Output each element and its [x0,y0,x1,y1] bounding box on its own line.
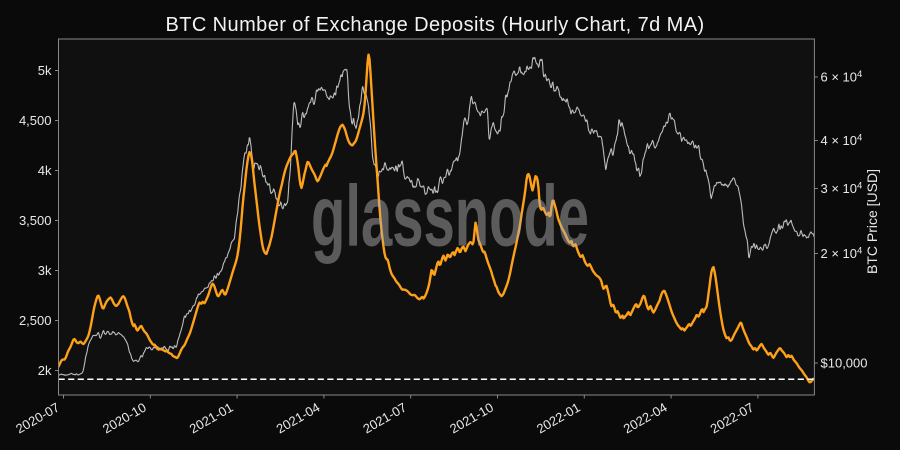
svg-text:2 × 104: 2 × 104 [821,246,863,262]
svg-text:6 × 104: 6 × 104 [821,69,863,85]
svg-text:2,500: 2,500 [19,313,52,328]
svg-text:4k: 4k [38,163,52,178]
svg-text:2k: 2k [38,363,52,378]
svg-text:BTC Number of Exchange Deposit: BTC Number of Exchange Deposits (Hourly … [165,14,704,36]
svg-text:3k: 3k [38,263,52,278]
svg-text:4 × 104: 4 × 104 [821,133,863,149]
svg-text:$10,000: $10,000 [821,356,868,371]
svg-text:glassnode: glassnode [311,169,589,265]
svg-text:5k: 5k [38,63,52,78]
svg-text:3 × 104: 3 × 104 [821,181,863,197]
svg-text:BTC Price [USD]: BTC Price [USD] [864,169,880,274]
svg-text:4,500: 4,500 [19,113,52,128]
svg-text:3,500: 3,500 [19,213,52,228]
